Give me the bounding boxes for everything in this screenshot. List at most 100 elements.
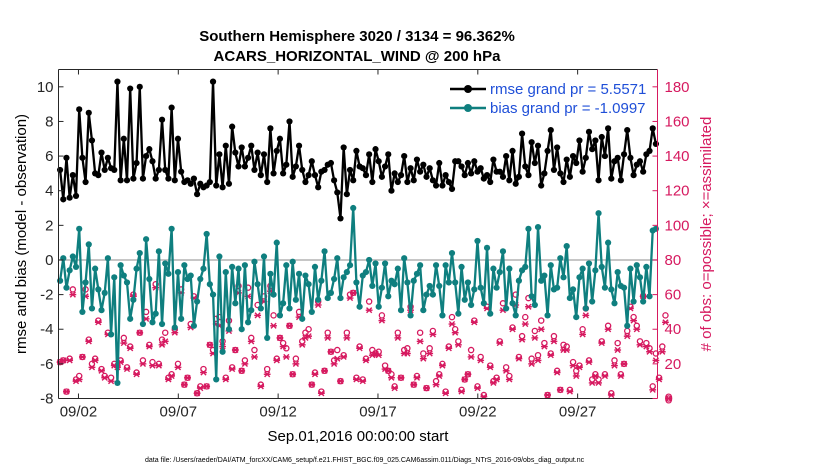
rmse-point xyxy=(518,130,526,137)
bias-point xyxy=(149,319,156,326)
bias-point xyxy=(85,241,92,248)
bias-point xyxy=(439,312,446,319)
y-tick-right-label: 160 xyxy=(665,113,690,130)
legend-rmse-marker xyxy=(464,85,472,93)
bias-point xyxy=(429,291,436,298)
bias-point xyxy=(573,314,580,321)
bias-point xyxy=(576,274,583,281)
rmse-point xyxy=(464,159,472,167)
obs-assimilated-marker xyxy=(378,317,386,324)
legend-box xyxy=(443,74,653,120)
obs-assimilated-marker xyxy=(362,357,370,364)
bias-point xyxy=(499,248,507,255)
rmse-point xyxy=(206,178,213,186)
chart-title-line1: Southern Hemisphere 3020 / 3134 = 96.362… xyxy=(199,28,515,45)
obs-possible-marker xyxy=(158,336,166,343)
bias-point xyxy=(155,248,162,255)
obs-assimilated-marker xyxy=(588,379,596,387)
bias-point xyxy=(280,300,287,307)
obs-possible-marker xyxy=(659,343,666,350)
bias-point xyxy=(139,320,147,328)
rmse-point xyxy=(512,180,519,187)
bias-point xyxy=(133,265,140,272)
rmse-point xyxy=(139,175,147,182)
rmse-line xyxy=(58,80,658,220)
bias-point xyxy=(72,263,80,270)
bias-point xyxy=(244,319,252,326)
bias-point xyxy=(483,244,491,251)
obs-assimilated-marker xyxy=(206,341,214,348)
bias-point xyxy=(206,281,213,288)
obs-assimilated-marker xyxy=(521,320,529,328)
bias-point xyxy=(643,263,650,270)
obs-assimilated-marker xyxy=(576,364,583,371)
rmse-point xyxy=(401,152,408,160)
bias-point xyxy=(563,243,570,250)
obs-assimilated-marker xyxy=(556,386,564,393)
obs-assimilated-marker xyxy=(222,376,230,383)
obs-possible-marker xyxy=(448,313,456,321)
bias-point xyxy=(474,237,481,245)
obs-assimilated-marker xyxy=(591,372,599,380)
obs-possible-marker xyxy=(550,332,558,340)
bias-point xyxy=(289,258,296,265)
bias-point xyxy=(397,307,405,314)
obs-assimilated-marker xyxy=(279,343,287,350)
rmse-point xyxy=(541,170,548,177)
obs-assimilated-marker xyxy=(88,364,96,371)
bias-point xyxy=(598,263,605,270)
obs-assimilated-marker xyxy=(251,353,258,361)
bias-point xyxy=(385,293,392,300)
obs-possible-marker xyxy=(302,329,309,336)
rmse-point xyxy=(295,142,303,149)
obs-possible-marker xyxy=(662,312,669,319)
rmse-point xyxy=(640,168,647,175)
rmse-point xyxy=(461,172,468,179)
rmse-point xyxy=(302,178,309,186)
rmse-point xyxy=(369,178,376,186)
rmse-point xyxy=(605,125,612,132)
rmse-point xyxy=(174,135,182,142)
y-tick-left-label: 0 xyxy=(45,252,53,269)
bias-point xyxy=(420,307,427,314)
rmse-point xyxy=(264,178,271,186)
bias-point xyxy=(56,277,64,284)
bias-point xyxy=(417,262,424,269)
bias-point xyxy=(509,300,516,307)
obs-possible-marker xyxy=(270,312,277,319)
y-tick-right-label: 40 xyxy=(665,321,682,338)
bias-point xyxy=(283,262,290,269)
obs-assimilated-marker xyxy=(196,385,204,392)
obs-assimilated-marker xyxy=(636,341,644,348)
bias-point xyxy=(579,265,586,272)
y-tick-right-label: 120 xyxy=(665,183,690,200)
obs-assimilated-marker xyxy=(579,331,587,338)
rmse-point xyxy=(538,182,545,189)
rmse-point xyxy=(158,116,166,123)
obs-assimilated-marker xyxy=(149,362,156,369)
obs-assimilated-marker xyxy=(423,385,430,392)
rmse-point xyxy=(490,156,497,163)
bias-point xyxy=(423,291,430,298)
chart-title-line2: ACARS_HORIZONTAL_WIND @ 200 hPa xyxy=(214,48,502,65)
obs-possible-marker xyxy=(378,312,386,319)
obs-possible-marker xyxy=(420,350,427,357)
bias-point xyxy=(260,253,268,260)
obs-assimilated-marker xyxy=(534,357,542,364)
bias-point xyxy=(350,204,357,212)
bias-point xyxy=(560,274,567,281)
axis-ticks: -8-6-4-202468100204060801001201401601800… xyxy=(37,69,690,421)
rmse-point xyxy=(343,191,350,198)
bias-point xyxy=(168,225,175,232)
rmse-point xyxy=(101,166,108,174)
bias-point xyxy=(432,262,440,269)
legend-rmse-label: rmse grand pr = 5.5571 xyxy=(490,81,646,98)
bias-point xyxy=(544,312,551,319)
bias-point xyxy=(646,293,653,300)
rmse-point xyxy=(563,156,570,163)
bias-point xyxy=(448,249,456,257)
rmse-point xyxy=(248,142,255,149)
obs-possible-marker xyxy=(251,346,258,354)
bias-point xyxy=(627,265,634,272)
